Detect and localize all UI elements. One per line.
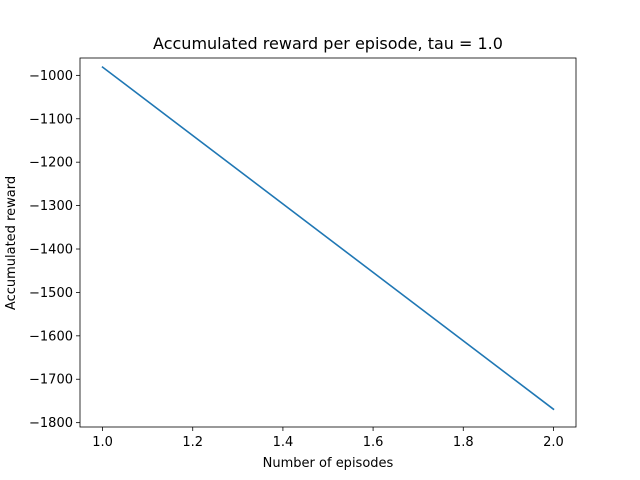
y-tick-label: −1400 [29,243,73,258]
chart-title: Accumulated reward per episode, tau = 1.… [153,34,503,53]
y-tick-label: −1100 [29,112,73,127]
y-axis: −1800 −1700 −1600 −1500 −1400 −1300 −1200 −1100… [29,69,80,431]
x-tick-label: 1.4 [273,435,294,450]
x-axis-label: Number of episodes [263,456,394,471]
y-tick-label: −1200 [29,156,73,171]
y-tick-label: −1000 [29,69,73,84]
plot-area [79,57,577,428]
x-tick-label: 1.8 [453,435,474,450]
y-axis-label: Accumulated reward [4,176,19,310]
series-line [101,65,555,411]
y-tick-label: −1600 [29,329,73,344]
plot-frame [79,57,577,428]
y-tick-label: −1700 [29,373,73,388]
x-tick-label: 1.0 [92,435,113,450]
x-tick-label: 1.6 [363,435,384,450]
x-axis: 1.0 1.2 1.4 1.6 1.8 2.0 [92,427,564,450]
y-tick-label: −1800 [29,416,73,431]
y-tick-label: −1500 [29,286,73,301]
x-tick-label: 2.0 [543,435,564,450]
x-tick-label: 1.2 [182,435,203,450]
series-layer [101,65,555,411]
y-tick-label: −1300 [29,199,73,214]
